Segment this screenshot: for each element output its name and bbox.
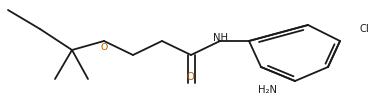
Text: O: O — [100, 43, 108, 52]
Text: H₂N: H₂N — [258, 85, 277, 95]
Text: Cl: Cl — [359, 24, 369, 34]
Text: O: O — [186, 72, 194, 82]
Text: NH: NH — [213, 33, 228, 43]
